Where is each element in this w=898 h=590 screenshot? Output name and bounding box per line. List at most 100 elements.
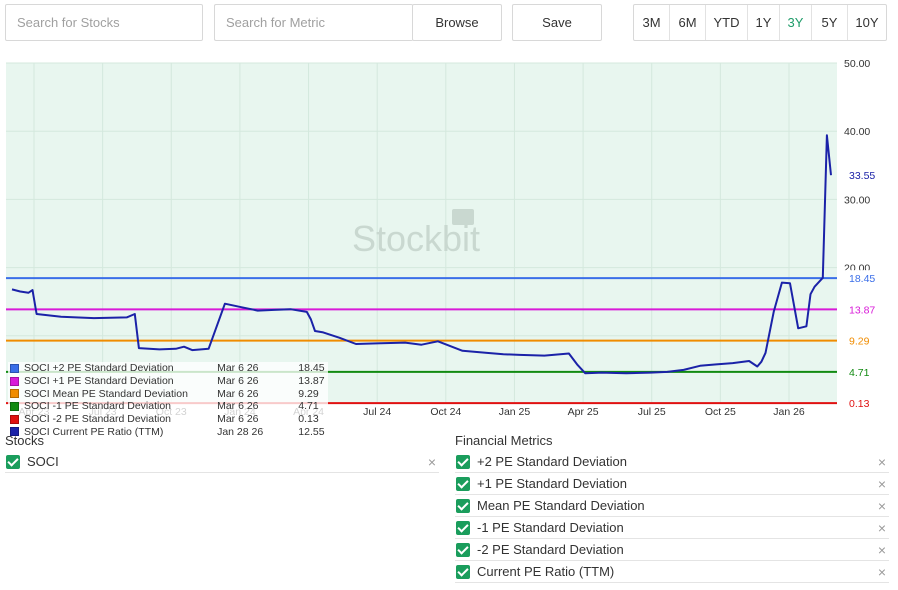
metric-label: Current PE Ratio (TTM) — [477, 564, 615, 579]
metric-checkbox[interactable] — [456, 520, 470, 535]
remove-metric-icon[interactable]: × — [877, 563, 887, 580]
legend-name: SOCI Current PE Ratio (TTM) — [23, 425, 164, 438]
x-tick-label: Oct 25 — [705, 406, 736, 418]
time-range-selector: 3M 6M YTD 1Y 3Y 5Y 10Y — [633, 4, 887, 41]
watermark-icon — [452, 209, 474, 225]
legend-row: SOCI +1 PE Standard Deviation Mar 6 26 1… — [8, 375, 328, 388]
legend-swatch — [10, 389, 19, 399]
legend-name: SOCI +1 PE Standard Deviation — [23, 375, 174, 388]
remove-metric-icon[interactable]: × — [877, 475, 887, 492]
legend-row: SOCI Current PE Ratio (TTM) Jan 28 26 12… — [8, 425, 328, 438]
metric-row: +1 PE Standard Deviation × — [455, 473, 889, 495]
value-tag-bg — [840, 395, 880, 412]
range-ytd-button[interactable]: YTD — [706, 5, 748, 40]
value-tag: 9.29 — [849, 336, 870, 348]
legend-date: Mar 6 26 — [217, 362, 259, 375]
range-10y-button[interactable]: 10Y — [855, 15, 879, 30]
stock-row-soci: SOCI × — [5, 451, 439, 473]
legend-name: SOCI +2 PE Standard Deviation — [23, 362, 174, 375]
metrics-panel-title: Financial Metrics — [455, 433, 553, 448]
x-tick-label: Oct 24 — [430, 406, 461, 418]
legend-row: SOCI -1 PE Standard Deviation Mar 6 26 4… — [8, 400, 328, 413]
value-tag: 18.45 — [849, 273, 875, 285]
value-tag-bg — [840, 332, 880, 349]
range-3m-button[interactable]: 3M — [634, 5, 670, 40]
y-tick-label: 30.00 — [844, 194, 870, 206]
legend-row: SOCI -2 PE Standard Deviation Mar 6 26 0… — [8, 413, 328, 426]
legend-row: SOCI +2 PE Standard Deviation Mar 6 26 1… — [8, 362, 328, 375]
metric-checkbox[interactable] — [456, 454, 470, 469]
metric-label: -2 PE Standard Deviation — [477, 542, 624, 557]
metric-row: -2 PE Standard Deviation × — [455, 539, 889, 561]
metric-checkbox[interactable] — [456, 564, 470, 579]
save-button[interactable]: Save — [512, 4, 602, 41]
legend-name: SOCI -2 PE Standard Deviation — [23, 413, 172, 426]
metric-search-input[interactable]: Search for Metric — [214, 4, 413, 41]
value-tag-bg — [840, 363, 880, 380]
legend-value: 12.55 — [298, 425, 325, 438]
value-tag-bg — [840, 167, 880, 184]
y-tick-label: 50.00 — [844, 58, 870, 70]
metric-checkbox[interactable] — [456, 476, 470, 491]
legend-swatch — [10, 427, 19, 437]
remove-metric-icon[interactable]: × — [877, 497, 887, 514]
value-tag-bg — [840, 301, 880, 318]
pe-ratio-line[interactable] — [11, 134, 832, 375]
metric-label: +2 PE Standard Deviation — [477, 454, 627, 469]
legend-date: Mar 6 26 — [217, 387, 259, 400]
range-3y-button[interactable]: 3Y — [780, 5, 812, 40]
x-tick-label: Jul 24 — [363, 406, 391, 418]
stock-checkbox[interactable] — [6, 454, 20, 469]
value-tag: 0.13 — [849, 398, 870, 410]
remove-stock-icon[interactable]: × — [427, 453, 437, 470]
range-5y-button[interactable]: 5Y — [812, 5, 848, 40]
value-tag: 13.87 — [849, 304, 875, 316]
stock-label: SOCI — [27, 454, 59, 469]
current-value-tag: 33.55 — [849, 170, 875, 182]
remove-metric-icon[interactable]: × — [877, 519, 887, 536]
x-tick-label: Jan 26 — [773, 406, 805, 418]
legend-value: 18.45 — [298, 362, 325, 375]
metric-checkbox[interactable] — [456, 542, 470, 557]
legend-date: Mar 6 26 — [217, 413, 259, 426]
metric-label: -1 PE Standard Deviation — [477, 520, 624, 535]
legend-row: SOCI Mean PE Standard Deviation Mar 6 26… — [8, 387, 328, 400]
x-tick-label: Jan 25 — [499, 406, 531, 418]
metric-row: Current PE Ratio (TTM) × — [455, 561, 889, 583]
legend-value: 13.87 — [298, 375, 325, 388]
metric-row: -1 PE Standard Deviation × — [455, 517, 889, 539]
stock-search-input[interactable]: Search for Stocks — [5, 4, 203, 41]
legend-date: Jan 28 26 — [217, 425, 264, 438]
y-tick-label: 40.00 — [844, 126, 870, 138]
legend-name: SOCI -1 PE Standard Deviation — [23, 400, 172, 413]
legend-swatch — [10, 414, 19, 424]
metric-label: +1 PE Standard Deviation — [477, 476, 627, 491]
metric-row: +2 PE Standard Deviation × — [455, 451, 889, 473]
chart-legend: SOCI +2 PE Standard Deviation Mar 6 26 1… — [8, 362, 328, 439]
legend-swatch — [10, 401, 19, 411]
legend-name: SOCI Mean PE Standard Deviation — [23, 387, 188, 400]
x-tick-label: Jul 25 — [638, 406, 666, 418]
toolbar: Search for Stocks Search for Metric Brow… — [0, 0, 898, 46]
value-tag: 4.71 — [849, 367, 870, 379]
plot-area — [6, 63, 837, 404]
metric-label: Mean PE Standard Deviation — [477, 498, 645, 513]
legend-date: Mar 6 26 — [217, 400, 259, 413]
legend-value: 9.29 — [298, 387, 319, 400]
range-6m-button[interactable]: 6M — [670, 5, 706, 40]
metric-row: Mean PE Standard Deviation × — [455, 495, 889, 517]
legend-value: 4.71 — [298, 400, 319, 413]
value-tag-bg — [840, 270, 880, 287]
x-tick-label: Apr 25 — [568, 406, 599, 418]
legend-swatch — [10, 376, 19, 386]
legend-date: Mar 6 26 — [217, 375, 259, 388]
browse-button[interactable]: Browse — [412, 4, 502, 41]
metric-checkbox[interactable] — [456, 498, 470, 513]
legend-swatch — [10, 363, 19, 373]
stocks-panel-title: Stocks — [5, 433, 45, 448]
remove-metric-icon[interactable]: × — [877, 453, 887, 470]
remove-metric-icon[interactable]: × — [877, 541, 887, 558]
range-1y-button[interactable]: 1Y — [748, 5, 780, 40]
